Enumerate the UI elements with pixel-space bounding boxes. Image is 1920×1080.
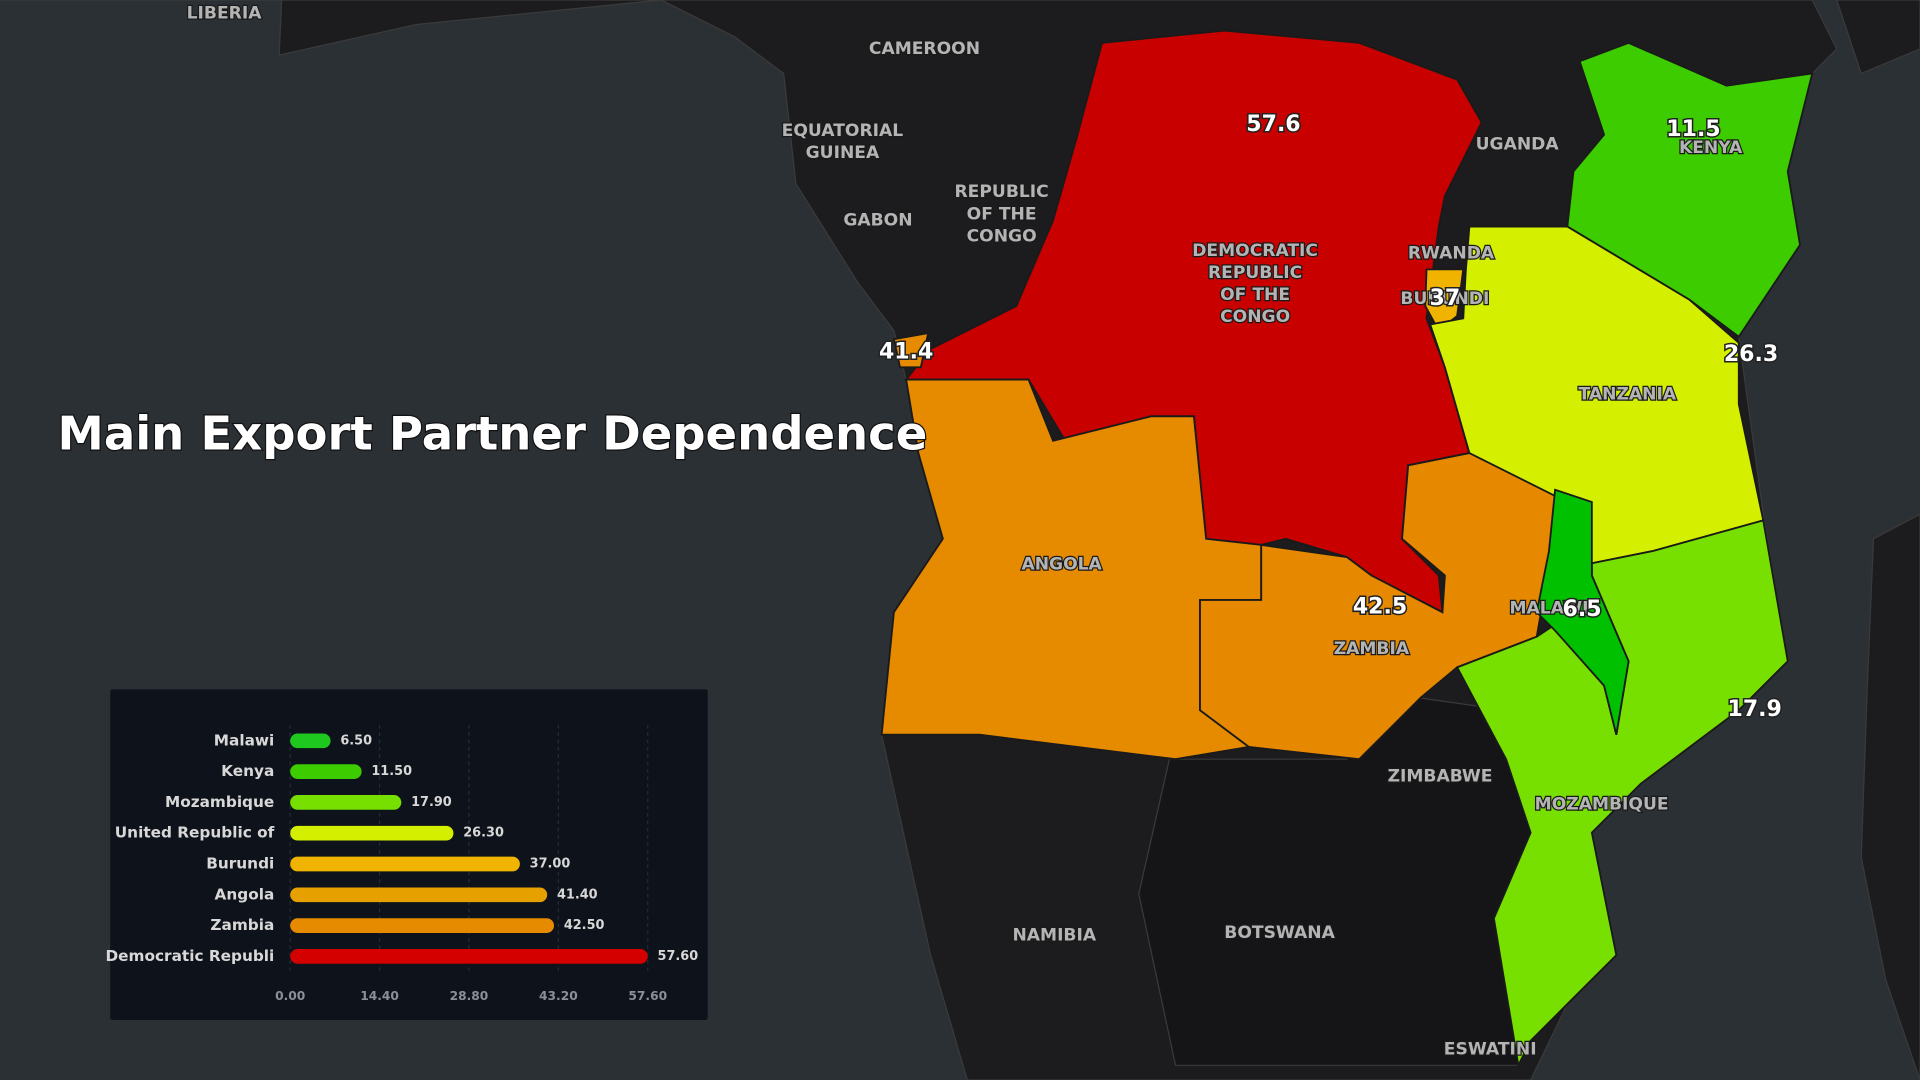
y-tick-label: Zambia [210, 916, 274, 934]
country-label: MOZAMBIQUE [1535, 794, 1669, 814]
country-label: ANGOLA [1021, 554, 1102, 574]
y-tick-label: Malawi [214, 731, 275, 749]
place-label: UGANDA [1476, 134, 1560, 154]
value-label: 11.5 [1666, 117, 1720, 142]
west-africa [0, 0, 662, 56]
place-label: REPUBLIC [955, 182, 1049, 202]
country-label: KENYA [1679, 138, 1743, 158]
value-label: 37.00 [530, 857, 571, 872]
bar [290, 764, 362, 779]
value-label: 42.50 [564, 918, 605, 933]
value-label: 57.6 [1246, 112, 1300, 137]
country-label: MALAWI [1510, 599, 1589, 619]
madagascar [1860, 513, 1920, 1080]
regions [880, 29, 1814, 1069]
value-label: 17.90 [411, 795, 452, 810]
bar [290, 949, 648, 964]
value-label: 26.3 [1724, 342, 1778, 367]
y-tick-label: Angola [215, 885, 275, 903]
place-label: GABON [843, 210, 912, 230]
country-label: TANZANIA [1579, 384, 1677, 404]
place-label: CAMEROON [869, 39, 980, 59]
chart-panel [110, 689, 708, 1020]
y-tick-label: Burundi [206, 855, 274, 873]
value-label: 37 [1430, 286, 1461, 311]
place-label: OF THE [967, 204, 1037, 224]
bar [290, 795, 402, 810]
y-tick-label: Kenya [221, 762, 274, 780]
country-label: ZAMBIA [1334, 639, 1410, 659]
value-label: 26.30 [463, 826, 504, 841]
x-tick-label: 14.40 [360, 989, 399, 1003]
country-region [1535, 488, 1630, 735]
place-label: GUINEA [806, 143, 880, 163]
place-label: CONGO [967, 226, 1037, 246]
value-label: 42.5 [1353, 594, 1407, 619]
x-tick-label: 0.00 [275, 989, 305, 1003]
country-label: REPUBLIC [1208, 263, 1302, 283]
value-label: 41.40 [557, 887, 598, 902]
country-label: CONGO [1220, 307, 1290, 327]
bar [290, 856, 520, 872]
value-label: 57.60 [658, 949, 699, 964]
place-label: EQUATORIAL [782, 121, 904, 141]
country-label: DEMOCRATIC [1192, 241, 1318, 261]
x-tick-label: 43.20 [539, 989, 578, 1003]
value-label: 17.9 [1728, 697, 1782, 722]
y-tick-label: Democratic Republi [105, 947, 274, 965]
y-tick-label: Mozambique [165, 793, 274, 811]
place-label: ZIMBABWE [1388, 766, 1493, 786]
value-label: 41.4 [879, 340, 933, 365]
y-tick-label: United Republic of [115, 824, 275, 842]
country-label: BURUNDI [1400, 289, 1489, 309]
country-label: OF THE [1220, 285, 1290, 305]
value-label: 6.5 [1563, 597, 1602, 622]
bar [290, 733, 331, 749]
bar [290, 887, 548, 903]
bar [290, 918, 555, 933]
place-label: ESWATINI [1444, 1039, 1537, 1059]
bar [290, 825, 454, 841]
place-label: NAMIBIA [1012, 926, 1096, 946]
bar-chart: 0.00 14.40 28.80 43.20 57.60 Malawi 6.50 Kenya 1… [105, 724, 699, 1003]
x-tick-label: 28.80 [450, 989, 489, 1003]
horn [1836, 0, 1920, 75]
place-label: LIBERIA [187, 3, 263, 23]
place-label: RWANDA [1408, 243, 1495, 263]
x-tick-label: 57.60 [628, 989, 667, 1003]
value-label: 6.50 [340, 733, 372, 748]
page-title: Main Export Partner Dependence [58, 407, 928, 461]
place-label: BOTSWANA [1224, 923, 1335, 943]
value-label: 11.50 [371, 764, 412, 779]
